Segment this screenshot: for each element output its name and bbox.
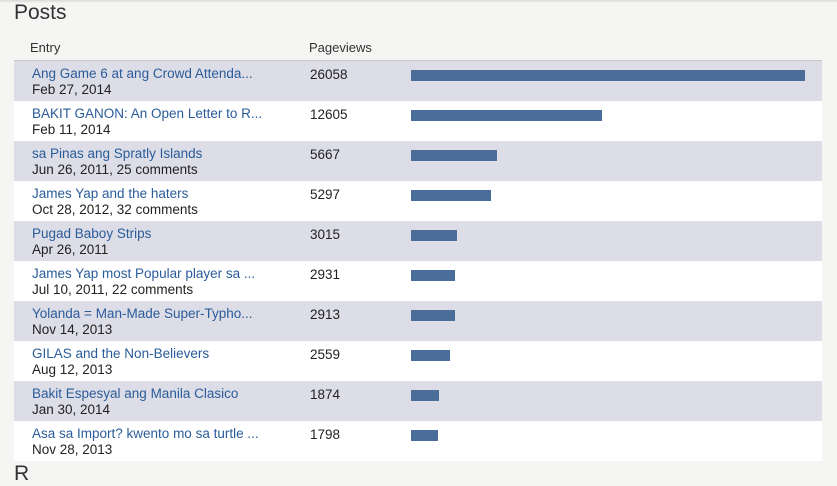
post-meta: Feb 11, 2014 (32, 122, 111, 137)
pageview-count: 2931 (310, 267, 341, 282)
table-row: James Yap and the haters Oct 28, 2012, 32… (14, 181, 822, 221)
post-meta: Nov 28, 2013 (32, 442, 113, 457)
pageview-bar (411, 70, 805, 81)
pageview-bar (411, 350, 450, 361)
post-title-link[interactable]: Ang Game 6 at ang Crowd Attenda... (32, 66, 253, 81)
table-row: James Yap most Popular player sa ... Jul … (14, 261, 822, 301)
table-row: Pugad Baboy Strips Apr 26, 2011 3015 (14, 221, 822, 261)
next-section-title: R (14, 462, 30, 485)
table-row: Ang Game 6 at ang Crowd Attenda... Feb 27… (14, 61, 822, 101)
post-title-link[interactable]: BAKIT GANON: An Open Letter to R... (32, 106, 263, 121)
pageview-bar (411, 110, 602, 121)
pageview-bar (411, 150, 497, 161)
table-row: GILAS and the Non-Believers Aug 12, 2013 2… (14, 341, 822, 381)
post-title-link[interactable]: Yolanda = Man-Made Super-Typho... (32, 306, 253, 321)
posts-stats-table: Entry Pageviews Ang Game 6 at ang Crowd … (14, 38, 822, 461)
table-row: BAKIT GANON: An Open Letter to R... Feb 1… (14, 101, 822, 141)
post-meta: Jun 26, 2011, 25 comments (32, 162, 198, 177)
table-row: Asa sa Import? kwento mo sa turtle ... No… (14, 421, 822, 461)
pageview-count: 5667 (310, 147, 341, 162)
post-title-link[interactable]: Bakit Espesyal ang Manila Clasico (32, 386, 239, 401)
pageview-count: 1798 (310, 427, 341, 442)
post-title-link[interactable]: Asa sa Import? kwento mo sa turtle ... (32, 426, 259, 441)
pageview-count: 1874 (310, 387, 341, 402)
table-row: Yolanda = Man-Made Super-Typho... Nov 14,… (14, 301, 822, 341)
pageview-count: 2913 (310, 307, 341, 322)
table-row: sa Pinas ang Spratly Islands Jun 26, 2011… (14, 141, 822, 181)
top-shadow (0, 0, 837, 3)
pageview-count: 26058 (310, 67, 348, 82)
pageview-count: 2559 (310, 347, 341, 362)
entry-column-header: Entry (30, 40, 61, 55)
post-title-link[interactable]: James Yap and the haters (32, 186, 189, 201)
post-title-link[interactable]: Pugad Baboy Strips (32, 226, 152, 241)
post-meta: Aug 12, 2013 (32, 362, 113, 377)
post-title-link[interactable]: sa Pinas ang Spratly Islands (32, 146, 203, 161)
post-meta: Feb 27, 2014 (32, 82, 112, 97)
table-header: Entry Pageviews (14, 38, 822, 61)
pageview-count: 3015 (310, 227, 341, 242)
post-meta: Apr 26, 2011 (32, 242, 109, 257)
post-meta: Oct 28, 2012, 32 comments (32, 202, 198, 217)
pageview-count: 5297 (310, 187, 341, 202)
pageview-bar (411, 390, 439, 401)
pageview-bar (411, 270, 455, 281)
pageview-bar (411, 310, 455, 321)
pageview-bar (411, 230, 457, 241)
table-row: Bakit Espesyal ang Manila Clasico Jan 30,… (14, 381, 822, 421)
post-meta: Nov 14, 2013 (32, 322, 113, 337)
pageviews-column-header: Pageviews (309, 40, 372, 55)
section-title: Posts (14, 1, 67, 24)
pageview-count: 12605 (310, 107, 348, 122)
pageview-bar (411, 190, 491, 201)
pageview-bar (411, 430, 438, 441)
table-body: Ang Game 6 at ang Crowd Attenda... Feb 27… (14, 61, 822, 461)
post-meta: Jan 30, 2014 (32, 402, 111, 417)
post-title-link[interactable]: James Yap most Popular player sa ... (32, 266, 256, 281)
post-meta: Jul 10, 2011, 22 comments (32, 282, 194, 297)
post-title-link[interactable]: GILAS and the Non-Believers (32, 346, 210, 361)
